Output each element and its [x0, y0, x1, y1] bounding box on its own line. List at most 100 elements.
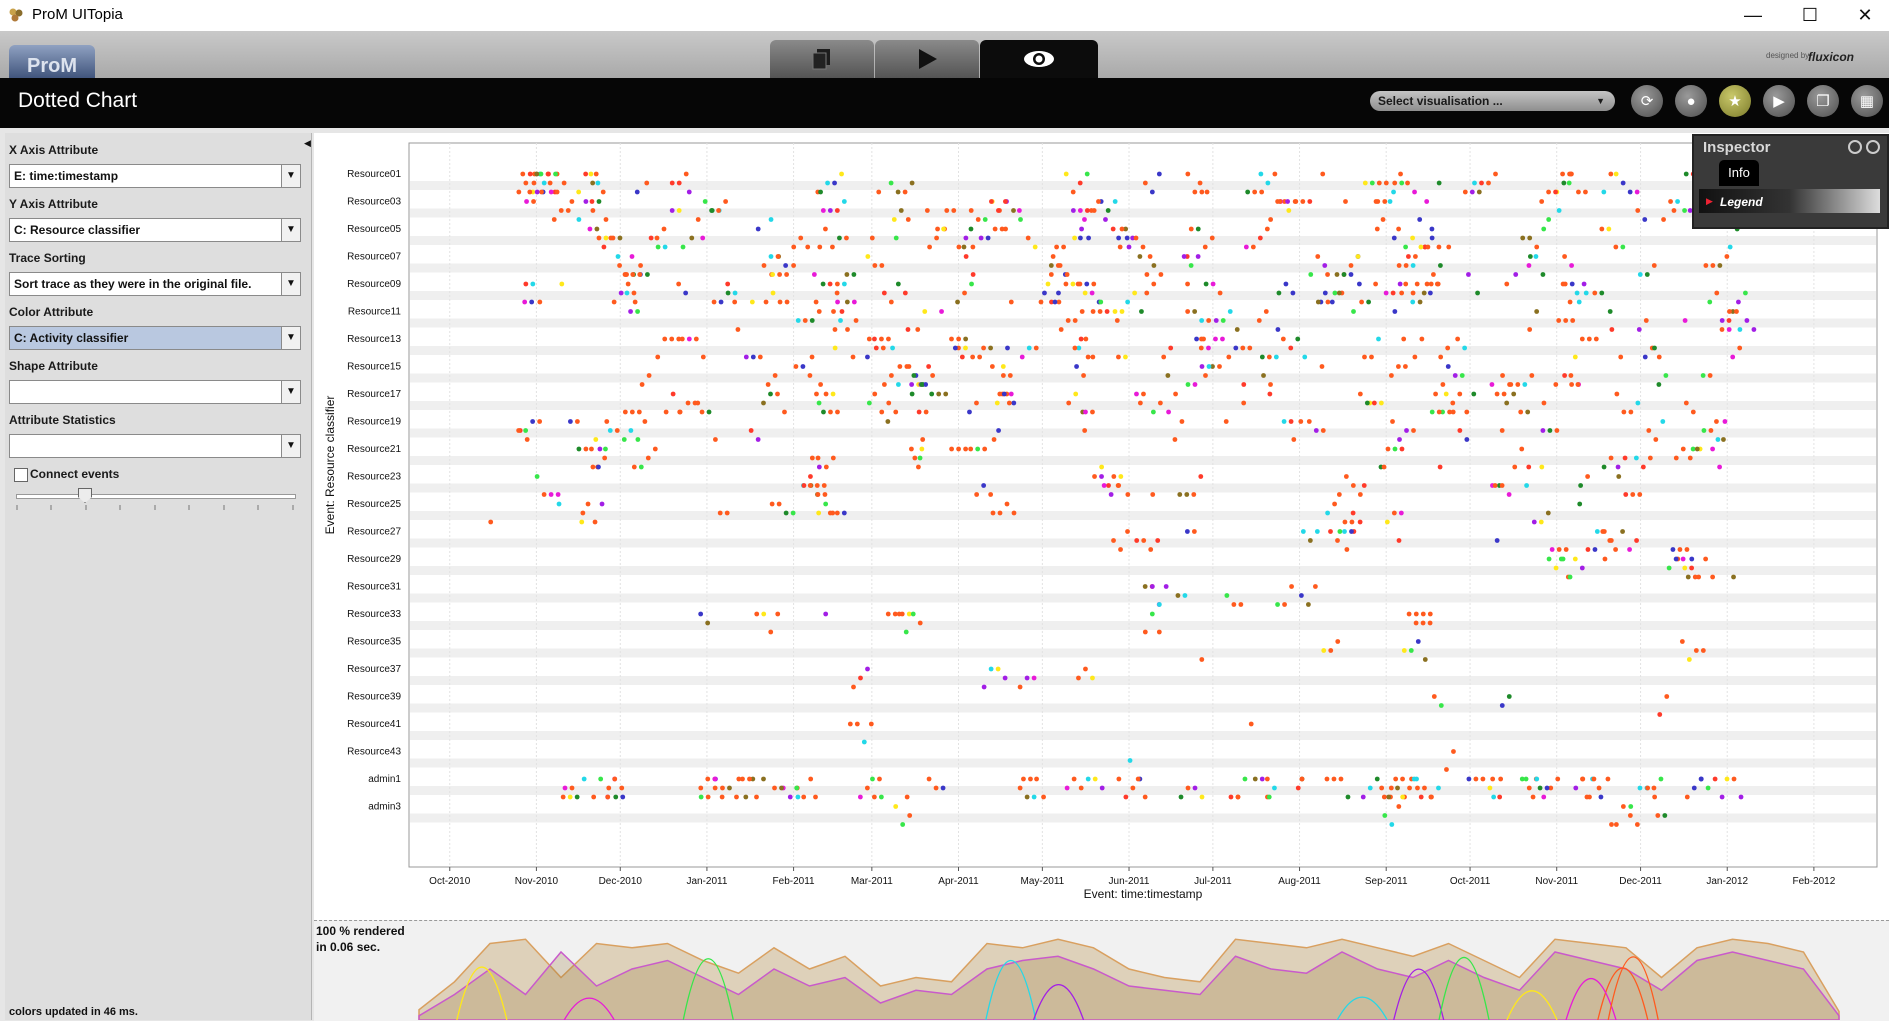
event-dot: [1350, 510, 1356, 516]
event-dot: [1637, 785, 1643, 791]
event-dot: [1717, 263, 1723, 268]
event-dot: [1422, 785, 1427, 791]
event-dot: [1155, 538, 1161, 543]
event-dot: [1002, 675, 1008, 681]
event-dot: [538, 171, 544, 177]
event-dot: [1527, 254, 1533, 259]
event-dot: [765, 382, 771, 387]
event-dot: [1585, 547, 1591, 552]
copy-button[interactable]: ❐: [1807, 85, 1839, 117]
event-dot: [580, 510, 586, 516]
event-dot: [996, 208, 1001, 213]
close-button[interactable]: ✕: [1857, 5, 1873, 25]
event-dot: [1273, 354, 1279, 360]
zoom-slider-track[interactable]: [16, 494, 296, 499]
event-dot: [1150, 409, 1156, 415]
y-axis-select[interactable]: C: Resource classifier ▼: [9, 218, 301, 242]
event-dot: [897, 364, 903, 369]
dotted-chart[interactable]: Resource01 Resource03 Resource05 Resource07…: [314, 133, 1889, 921]
tab-actions[interactable]: [875, 40, 979, 78]
event-dot: [1011, 400, 1017, 406]
event-dot: [602, 455, 608, 461]
detach-icon[interactable]: [1848, 140, 1862, 154]
minimize-button[interactable]: —: [1744, 5, 1762, 25]
play-button[interactable]: ▶: [1763, 85, 1795, 117]
visualisation-select[interactable]: Select visualisation ... ▼: [1370, 91, 1615, 111]
event-dot: [813, 794, 818, 800]
collapse-panel-icon[interactable]: ◀: [304, 138, 311, 148]
event-dot: [864, 785, 870, 791]
trace-sorting-select[interactable]: Sort trace as they were in the original …: [9, 272, 301, 296]
event-dot: [638, 263, 643, 268]
row-band: [410, 758, 1876, 768]
event-dot: [827, 208, 833, 213]
event-dot: [1135, 776, 1141, 782]
x-tick-label: Nov-2010: [515, 876, 559, 887]
event-dot: [815, 455, 821, 461]
event-dot: [1534, 776, 1540, 782]
y-tick-label: Resource19: [347, 417, 401, 428]
grid-button[interactable]: ▦: [1851, 85, 1883, 117]
event-dot: [1199, 336, 1204, 342]
event-dot: [1541, 400, 1547, 406]
event-dot: [896, 611, 902, 617]
color-attribute-select[interactable]: C: Activity classifier ▼: [9, 326, 301, 350]
prom-logo: ProM: [9, 45, 95, 78]
event-dot: [1288, 345, 1294, 351]
legend-section[interactable]: [1699, 189, 1880, 213]
event-dot: [1116, 776, 1122, 782]
event-dot: [981, 345, 986, 351]
event-dot: [1290, 290, 1296, 296]
x-axis-select[interactable]: E: time:timestamp ▼: [9, 164, 301, 188]
zoom-slider-thumb[interactable]: [78, 488, 92, 503]
attribute-statistics-select[interactable]: ▼: [9, 434, 301, 458]
overview-density-chart[interactable]: [314, 920, 1889, 1020]
x-tick-label: Dec-2010: [599, 876, 643, 887]
maximize-button[interactable]: ☐: [1801, 5, 1819, 25]
event-dot: [1427, 290, 1433, 296]
event-dot: [1165, 373, 1171, 378]
event-dot: [1464, 437, 1470, 442]
event-dot: [1553, 382, 1559, 387]
event-dot: [537, 419, 543, 424]
event-dot: [1090, 675, 1095, 681]
event-dot: [1142, 629, 1148, 635]
event-dot: [603, 217, 609, 222]
event-dot: [1149, 584, 1155, 589]
event-dot: [1635, 208, 1641, 213]
favorite-button[interactable]: ★: [1719, 85, 1751, 117]
event-dot: [617, 235, 623, 241]
tab-workspace[interactable]: [770, 40, 874, 78]
inspector-tab-info[interactable]: Info: [1719, 160, 1759, 186]
event-dot: [814, 483, 820, 488]
event-dot: [1418, 794, 1424, 800]
event-dot: [1382, 813, 1388, 818]
event-dot: [1519, 446, 1525, 452]
event-dot: [1295, 785, 1301, 791]
event-dot: [1111, 538, 1116, 543]
event-dot: [821, 483, 827, 488]
event-dot: [841, 510, 847, 516]
event-dot: [1325, 272, 1330, 277]
settings-icon[interactable]: [1866, 140, 1880, 154]
tab-views[interactable]: [980, 40, 1098, 78]
refresh-button[interactable]: ⟳: [1631, 85, 1663, 117]
event-dot: [1411, 428, 1416, 433]
event-dot: [1682, 565, 1688, 571]
trace-sorting-value: Sort trace as they were in the original …: [14, 277, 252, 291]
event-dot: [916, 409, 922, 415]
color-drop-button[interactable]: ●: [1675, 85, 1707, 117]
connect-events-checkbox[interactable]: [14, 468, 28, 482]
event-dot: [1322, 263, 1328, 268]
event-dot: [1137, 400, 1143, 406]
event-dot: [968, 208, 974, 213]
event-dot: [1727, 244, 1733, 250]
event-dot: [1606, 226, 1612, 232]
event-dot: [866, 400, 872, 406]
event-dot: [749, 299, 755, 305]
shape-attribute-select[interactable]: ▼: [9, 380, 301, 404]
event-dot: [1668, 199, 1673, 204]
y-tick-label: Resource05: [347, 224, 401, 235]
event-dot: [1272, 171, 1278, 177]
y-tick-label: Resource35: [347, 637, 401, 648]
